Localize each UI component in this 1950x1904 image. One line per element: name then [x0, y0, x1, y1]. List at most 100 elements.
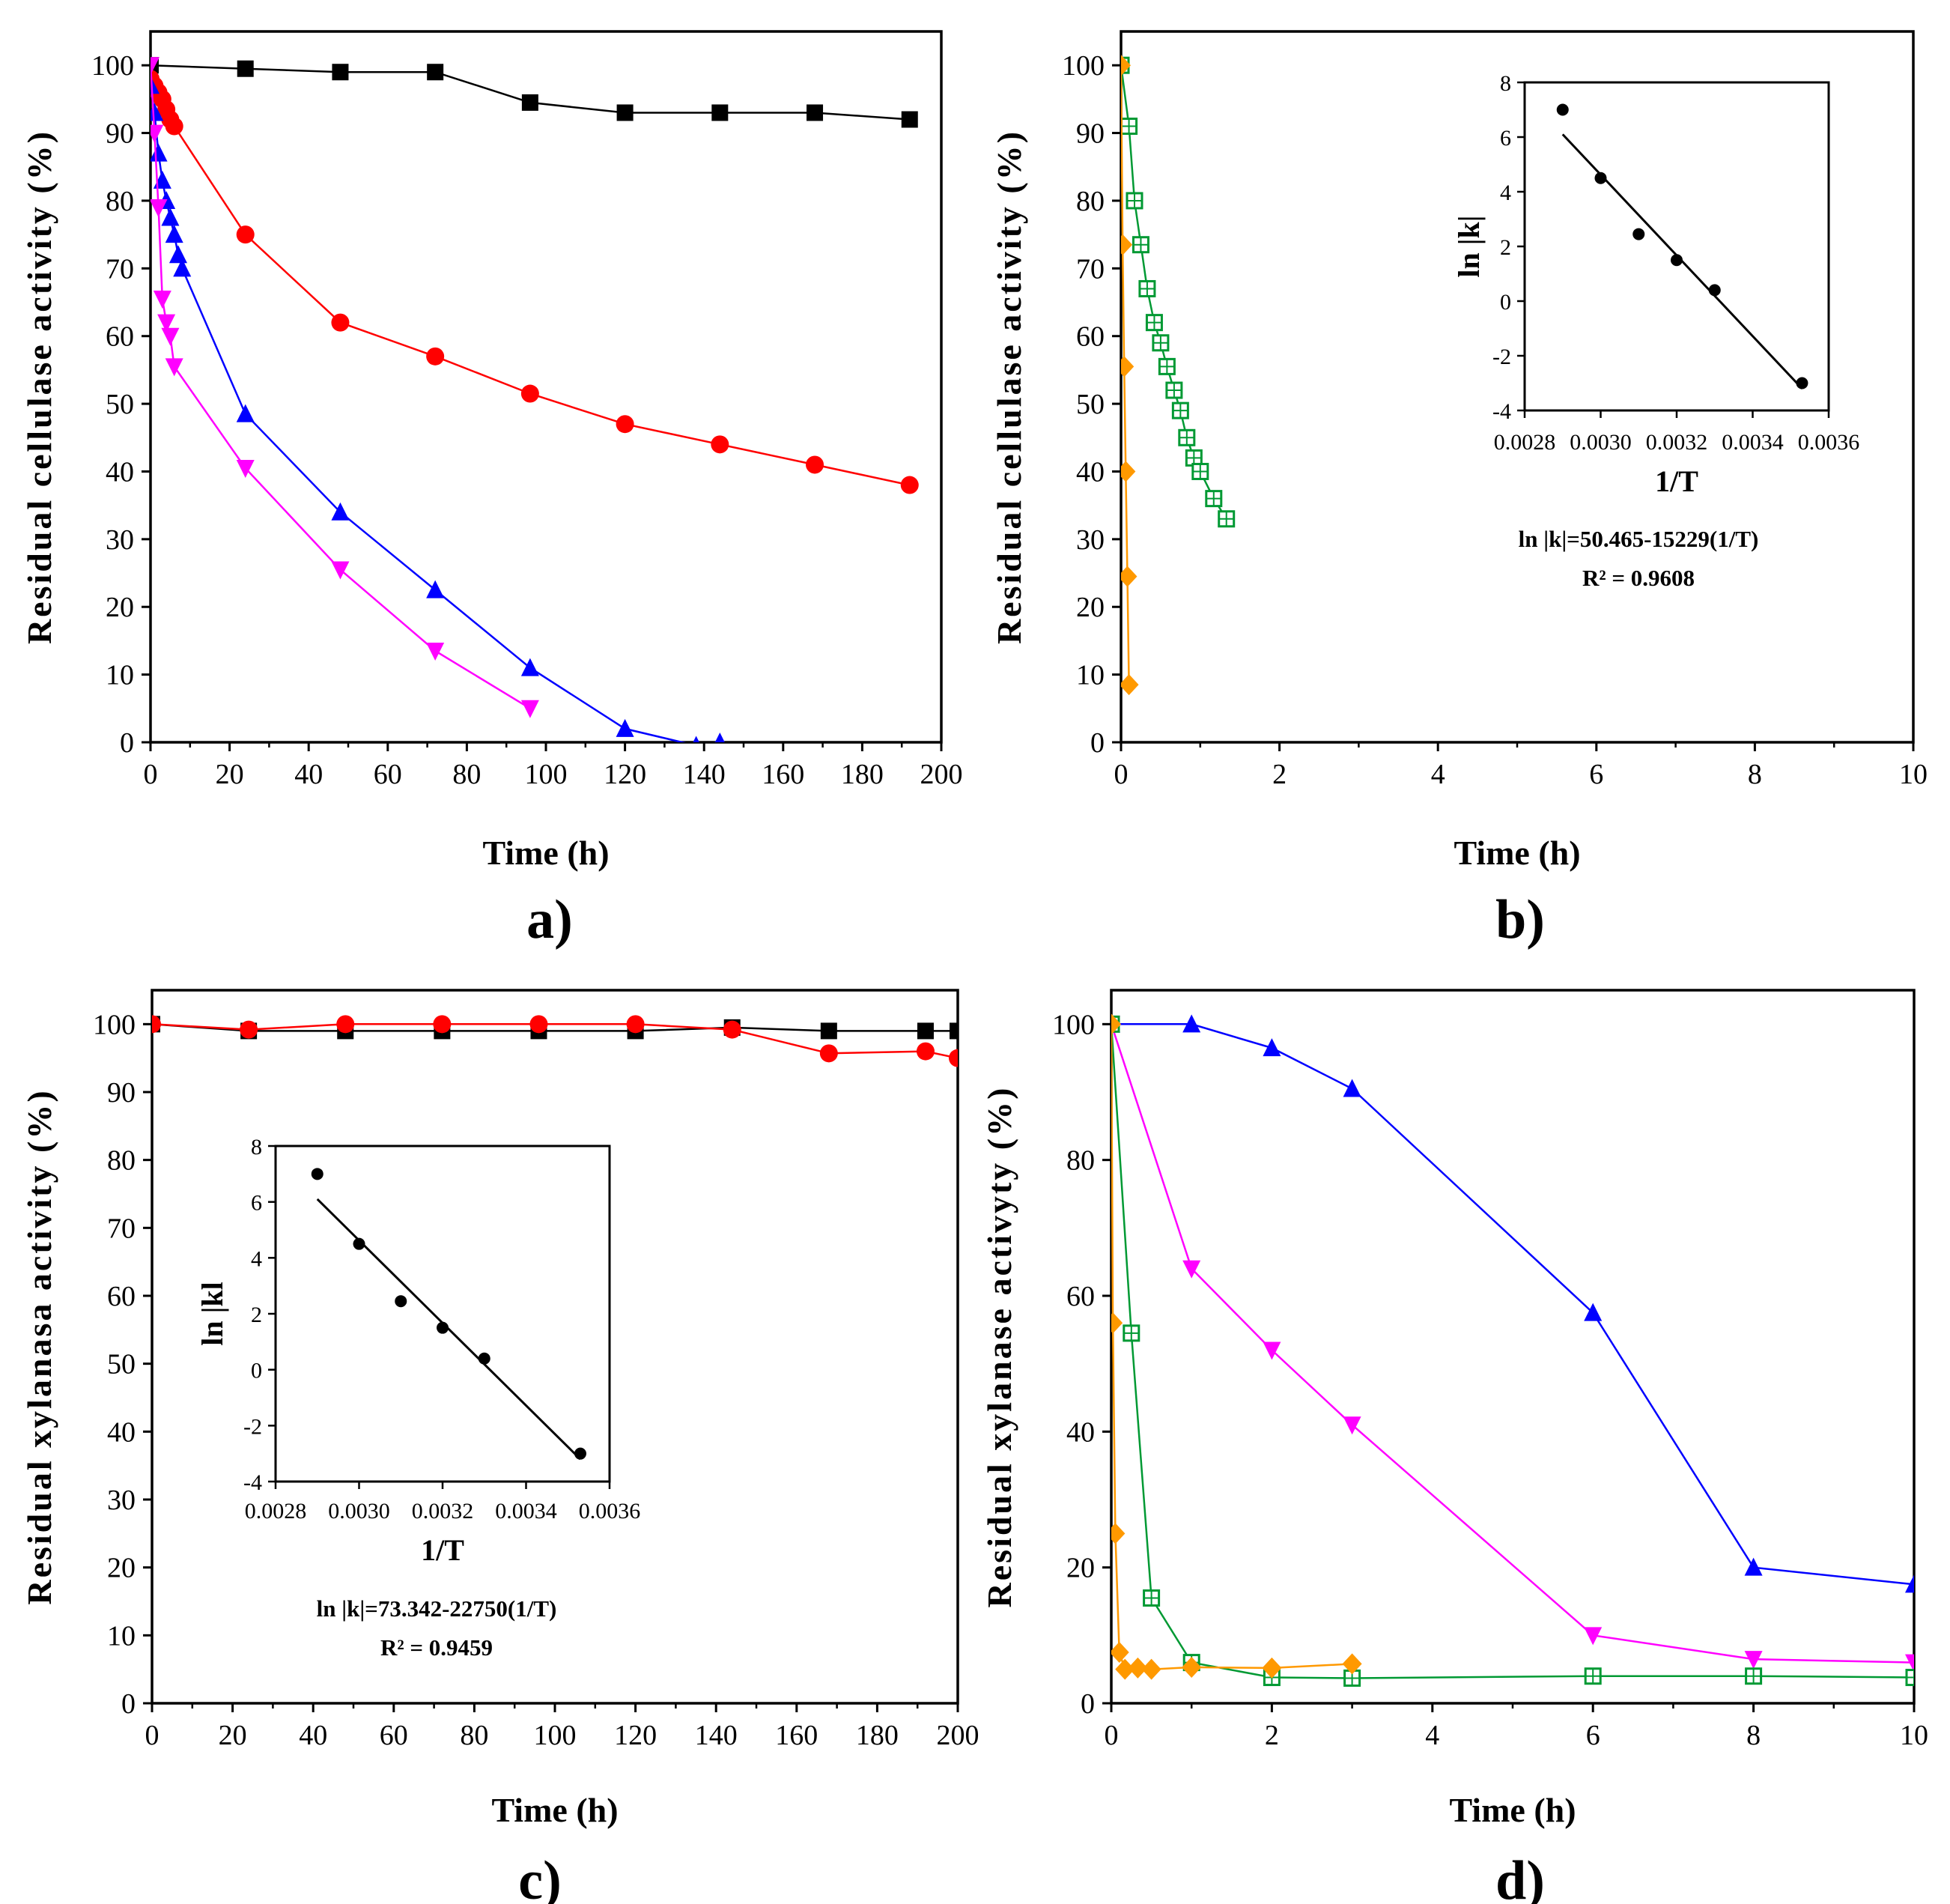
- y-tick-label: 80: [1076, 186, 1105, 217]
- inset-equation: ln |k|=50.465-15229(1/T): [1519, 526, 1759, 552]
- x-axis-label: Time (h): [482, 834, 609, 872]
- data-point-red: [723, 1020, 741, 1039]
- data-point-magenta: [165, 358, 183, 377]
- data-point-blue: [1584, 1303, 1603, 1321]
- inset-x-tick-label: 0.0028: [1494, 430, 1556, 455]
- data-point-magenta: [236, 459, 255, 478]
- data-point-orange: [1111, 1013, 1121, 1035]
- data-point-red: [520, 384, 539, 403]
- data-point-red: [331, 313, 350, 332]
- data-point-black: [616, 104, 634, 121]
- inset-data-point: [437, 1321, 449, 1334]
- series-line-orange: [1121, 65, 1130, 685]
- data-point-blue: [161, 207, 180, 226]
- y-tick-label: 30: [106, 524, 134, 556]
- inset-y-tick-label: -4: [243, 1470, 262, 1495]
- series-line-blue: [1111, 1023, 1914, 1586]
- data-point-red: [626, 1015, 645, 1034]
- inset-frame: [1523, 81, 1830, 412]
- data-point-red: [529, 1015, 548, 1034]
- x-tick-label: 160: [762, 759, 804, 790]
- data-point-black: [237, 60, 254, 77]
- x-tick-label: 160: [775, 1720, 818, 1751]
- data-point-red: [711, 435, 729, 454]
- data-point-orange: [1121, 461, 1136, 482]
- x-tick-label: 40: [299, 1720, 327, 1751]
- data-point-magenta: [1182, 1260, 1201, 1279]
- y-tick-label: 60: [1076, 321, 1105, 353]
- data-point-green: [1121, 118, 1138, 136]
- x-tick-label: 2: [1272, 759, 1287, 790]
- x-tick-label: 180: [856, 1720, 899, 1751]
- x-tick-label: 120: [604, 759, 646, 790]
- data-point-red: [949, 1049, 958, 1067]
- data-point-blue: [616, 718, 634, 737]
- data-point-red: [616, 415, 634, 434]
- data-point-red: [165, 117, 183, 136]
- data-point-magenta: [520, 700, 539, 718]
- series-group: [1121, 55, 1236, 696]
- data-point-green: [1205, 490, 1223, 508]
- y-tick-label: 70: [1076, 253, 1105, 285]
- x-tick-label: 8: [1748, 759, 1762, 790]
- data-point-blue: [1905, 1574, 1914, 1593]
- data-point-magenta: [1584, 1627, 1603, 1646]
- data-point-green: [1143, 1589, 1161, 1607]
- x-tick-label: 6: [1586, 1720, 1600, 1751]
- data-point-magenta: [1744, 1651, 1763, 1670]
- inset-y-tick-label: 2: [251, 1303, 262, 1327]
- x-tick-label: 0: [1114, 759, 1129, 790]
- series-line-black: [151, 64, 910, 121]
- data-point-magenta: [331, 561, 350, 580]
- series-line-magenta: [151, 65, 531, 709]
- y-tick-label: 60: [106, 321, 134, 353]
- inset-frame: [274, 1144, 611, 1483]
- inset-x-tick-label: 0.0032: [412, 1499, 474, 1523]
- inset-chart-1: 0.0028 0.0030 0.0032 0.0034 0.0036 -4 -2 0 2 4 6 8 1…: [1452, 71, 1859, 591]
- series-line-magenta: [1111, 1023, 1914, 1664]
- data-point-orange: [1111, 1523, 1126, 1544]
- data-point-orange: [1262, 1657, 1282, 1679]
- y-tick-label: 40: [106, 456, 134, 488]
- data-point-blue: [173, 258, 192, 277]
- panel-c-chart: 0 20 40 60 80 100 120 140 160 180 2000102030405060…: [20, 989, 979, 1904]
- data-point-blue: [1182, 1014, 1201, 1033]
- data-point-orange: [1182, 1656, 1202, 1678]
- y-axis-label: Residual cellulase activity (%): [20, 130, 58, 644]
- data-point-orange: [1121, 356, 1135, 378]
- inset-x-axis-label: 1/T: [1655, 464, 1698, 498]
- inset-x-tick-label: 0.0030: [328, 1499, 390, 1523]
- x-tick-label: 140: [695, 1720, 738, 1751]
- inset-data-point: [395, 1295, 407, 1308]
- data-point-orange: [1128, 1657, 1148, 1679]
- x-tick-label: 200: [920, 759, 963, 790]
- inset-y-tick-label: 6: [251, 1191, 262, 1216]
- inset-y-axis-label: ln |k|: [1452, 215, 1486, 277]
- x-tick-label: 0: [1105, 1720, 1119, 1751]
- data-point-blue: [693, 736, 699, 742]
- data-point-red: [433, 1015, 452, 1034]
- data-point-blue: [426, 580, 445, 598]
- x-tick-label: 8: [1746, 1720, 1761, 1751]
- y-tick-label: 90: [106, 118, 134, 150]
- data-point-magenta: [1905, 1654, 1914, 1673]
- plot-frame: [149, 30, 943, 744]
- inset-y-tick-label: 4: [1500, 181, 1511, 205]
- data-point-green: [1584, 1667, 1602, 1685]
- y-tick-label: 50: [107, 1349, 136, 1380]
- inset-chart-2: 0.0028 0.0030 0.0032 0.0034 0.0036 -4 -2 0 2 4 6 8 1…: [195, 1135, 640, 1661]
- data-point-green: [1126, 192, 1143, 210]
- data-point-green: [1158, 357, 1176, 375]
- y-tick-label: 70: [106, 253, 134, 285]
- inset-data-point: [1632, 228, 1645, 240]
- y-tick-label: 90: [107, 1077, 136, 1109]
- y-tick-label: 20: [107, 1553, 136, 1584]
- x-tick-label: 80: [460, 1720, 488, 1751]
- data-point-green: [1178, 428, 1196, 446]
- data-point-blue: [165, 225, 183, 243]
- inset-x-tick-label: 0.0036: [579, 1499, 641, 1523]
- series-line-red: [152, 1023, 958, 1059]
- y-tick-label: 100: [93, 1009, 136, 1040]
